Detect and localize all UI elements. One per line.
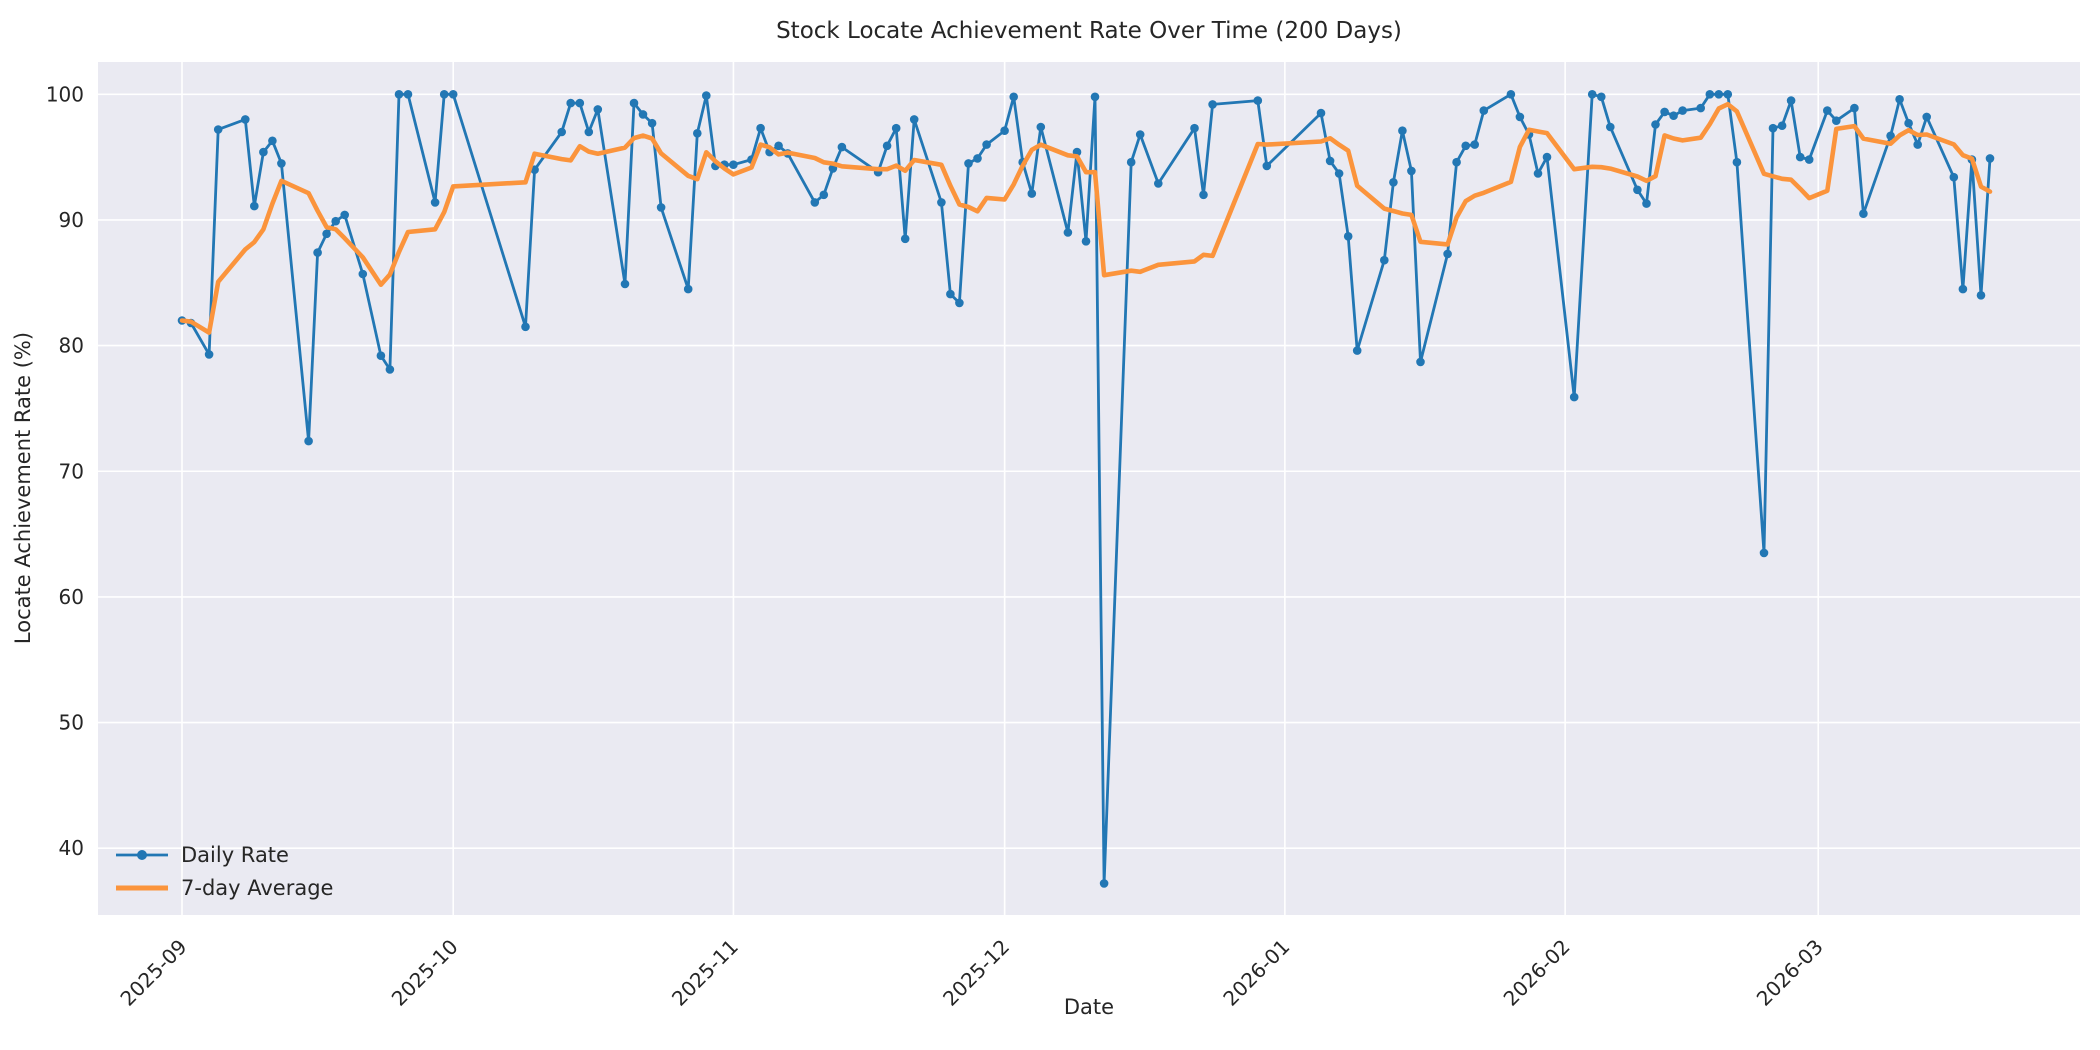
gridlines — [98, 62, 2080, 915]
legend: Daily Rate 7-day Average — [116, 843, 333, 900]
legend-item-7day-average: 7-day Average — [116, 876, 333, 900]
y-tick-labels: 40 50 60 70 80 90 100 — [46, 82, 84, 860]
svg-text:90: 90 — [59, 208, 84, 232]
legend-label-7day-average: 7-day Average — [181, 876, 333, 900]
svg-text:60: 60 — [59, 585, 84, 609]
svg-text:70: 70 — [59, 459, 84, 483]
svg-text:40: 40 — [59, 836, 84, 860]
daily-rate-swatch-marker — [137, 850, 147, 860]
seven-day-average-line — [179, 101, 1993, 335]
x-axis-label: Date — [1064, 995, 1114, 1019]
y-axis-label: Locate Achievement Rate (%) — [11, 332, 35, 644]
svg-text:80: 80 — [59, 334, 84, 358]
legend-label-daily-rate: Daily Rate — [181, 843, 289, 867]
svg-text:50: 50 — [59, 711, 84, 735]
legend-item-daily-rate: Daily Rate — [116, 843, 289, 867]
svg-text:100: 100 — [46, 82, 84, 106]
chart-title: Stock Locate Achievement Rate Over Time … — [776, 18, 1402, 44]
